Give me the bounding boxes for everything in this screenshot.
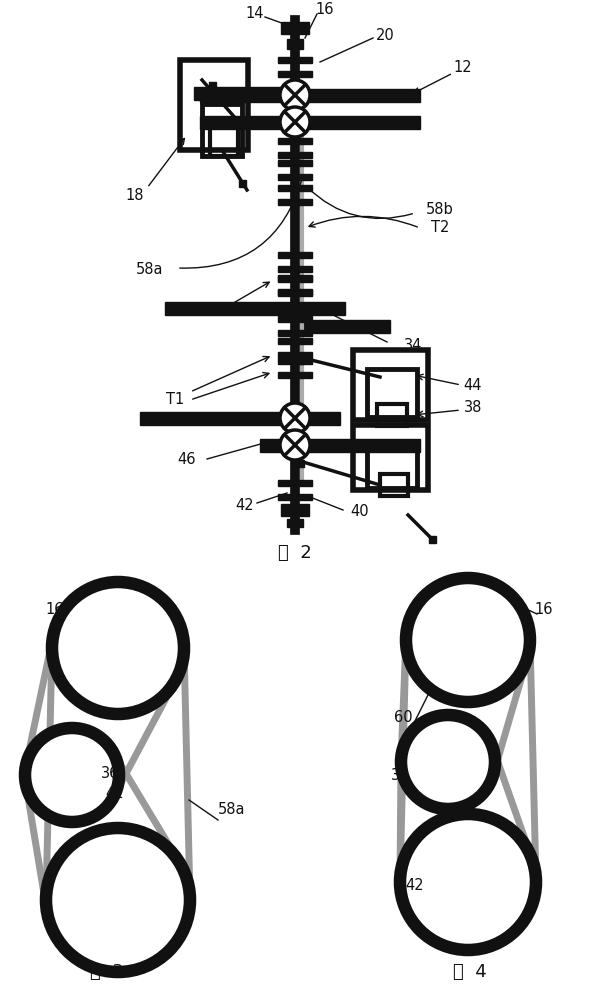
Text: 14: 14 <box>246 6 264 21</box>
Bar <box>300 320 390 332</box>
Bar <box>140 412 340 424</box>
Bar <box>352 424 427 489</box>
Circle shape <box>401 715 495 809</box>
Bar <box>377 404 407 426</box>
Text: 44: 44 <box>464 377 482 392</box>
Text: 图  3: 图 3 <box>90 963 124 981</box>
Bar <box>287 519 303 527</box>
Bar <box>278 289 312 295</box>
Bar <box>239 180 245 186</box>
Bar <box>293 60 297 74</box>
Bar <box>297 357 304 363</box>
Circle shape <box>406 578 530 702</box>
Text: 34: 34 <box>404 338 422 353</box>
Bar <box>260 438 420 452</box>
Bar <box>367 369 417 417</box>
Bar <box>278 352 312 358</box>
Circle shape <box>280 80 310 110</box>
Bar <box>278 275 312 281</box>
Bar <box>278 174 312 180</box>
Text: 16: 16 <box>46 602 64 617</box>
Bar <box>293 188 297 202</box>
Bar <box>278 290 312 296</box>
Text: 42: 42 <box>405 878 424 892</box>
Circle shape <box>400 814 536 950</box>
Bar <box>165 302 345 314</box>
Bar <box>278 185 312 191</box>
Circle shape <box>25 728 119 822</box>
Text: 60: 60 <box>394 710 413 726</box>
Text: T1: T1 <box>166 392 184 408</box>
Bar <box>202 104 242 156</box>
Bar <box>293 163 297 177</box>
Bar <box>293 483 297 497</box>
Text: 58b: 58b <box>426 202 454 218</box>
Bar <box>278 372 312 378</box>
Bar <box>278 266 312 272</box>
Bar <box>200 115 420 128</box>
Bar <box>352 350 427 420</box>
Circle shape <box>280 430 310 460</box>
Text: 16: 16 <box>535 602 553 617</box>
Bar <box>278 57 312 63</box>
Circle shape <box>280 403 310 433</box>
Bar <box>209 82 216 89</box>
Bar <box>278 330 312 336</box>
Bar <box>287 39 303 49</box>
Text: 图  2: 图 2 <box>278 544 312 562</box>
Bar <box>278 252 312 258</box>
Text: 58a: 58a <box>218 802 246 818</box>
Text: 18: 18 <box>126 188 144 202</box>
Text: 42: 42 <box>236 498 254 514</box>
Text: 46: 46 <box>178 452 196 468</box>
Text: 图  4: 图 4 <box>453 963 487 981</box>
Bar <box>293 279 297 293</box>
Bar <box>293 319 297 333</box>
Text: 40: 40 <box>350 504 369 520</box>
Bar <box>278 316 312 322</box>
Bar <box>278 338 312 344</box>
Bar <box>297 460 304 466</box>
Bar <box>293 278 297 292</box>
Bar <box>281 22 309 34</box>
Bar <box>278 71 312 77</box>
Bar <box>278 152 312 158</box>
Circle shape <box>52 582 184 714</box>
Bar <box>367 442 417 488</box>
Circle shape <box>280 107 310 137</box>
Bar <box>278 160 312 166</box>
Bar <box>278 358 312 364</box>
Text: 12: 12 <box>454 60 472 76</box>
Text: 16: 16 <box>316 2 335 17</box>
Bar <box>180 60 248 150</box>
Text: 36: 36 <box>211 304 229 320</box>
Bar <box>210 120 238 155</box>
Text: T2: T2 <box>431 221 449 235</box>
Bar <box>193 87 304 100</box>
Bar <box>278 494 312 500</box>
Bar <box>278 199 312 205</box>
Bar <box>281 504 309 516</box>
Text: 38: 38 <box>464 400 482 416</box>
Bar <box>293 255 297 269</box>
Bar <box>428 536 436 542</box>
Text: 36: 36 <box>391 768 409 782</box>
Bar <box>380 474 408 496</box>
Bar <box>293 361 297 375</box>
Bar <box>200 89 420 102</box>
Bar <box>278 276 312 282</box>
Bar <box>293 141 297 155</box>
Bar <box>278 138 312 144</box>
Circle shape <box>46 828 190 972</box>
Text: 58a: 58a <box>137 262 164 277</box>
Bar <box>293 341 297 355</box>
Text: 42: 42 <box>106 786 124 800</box>
Text: 36: 36 <box>101 766 119 780</box>
Bar <box>278 480 312 486</box>
Text: 20: 20 <box>376 27 394 42</box>
